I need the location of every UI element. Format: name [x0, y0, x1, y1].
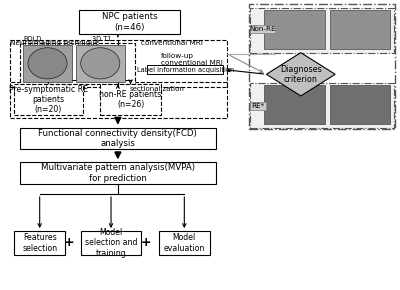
FancyBboxPatch shape — [20, 128, 216, 149]
FancyBboxPatch shape — [23, 45, 72, 82]
FancyBboxPatch shape — [14, 231, 65, 255]
FancyBboxPatch shape — [264, 85, 325, 124]
Text: Diagnoses
criterion: Diagnoses criterion — [280, 65, 322, 84]
Text: No: No — [304, 77, 314, 86]
Polygon shape — [266, 53, 335, 96]
FancyBboxPatch shape — [264, 10, 325, 49]
Ellipse shape — [28, 48, 67, 79]
Text: Features
selection: Features selection — [22, 233, 57, 253]
Text: Non-RE: Non-RE — [250, 25, 276, 31]
FancyBboxPatch shape — [250, 102, 266, 110]
FancyBboxPatch shape — [147, 65, 224, 74]
Text: Model
evaluation: Model evaluation — [164, 233, 205, 253]
Text: NPC patients
(n=46): NPC patients (n=46) — [102, 12, 158, 32]
Text: Label information acquisition: Label information acquisition — [137, 66, 234, 72]
FancyBboxPatch shape — [79, 10, 180, 34]
FancyBboxPatch shape — [76, 45, 125, 82]
Text: 3D T1: 3D T1 — [92, 36, 112, 42]
FancyBboxPatch shape — [250, 83, 394, 128]
Text: Yes: Yes — [304, 92, 316, 101]
Text: Multivariate pattern analysis(MVPA)
for prediction: Multivariate pattern analysis(MVPA) for … — [41, 164, 195, 183]
Text: +: + — [63, 236, 74, 249]
Text: sectionalization: sectionalization — [130, 86, 184, 92]
FancyBboxPatch shape — [14, 84, 83, 115]
Text: Model
selection and
training: Model selection and training — [85, 228, 137, 258]
FancyBboxPatch shape — [330, 85, 390, 124]
Ellipse shape — [81, 48, 120, 79]
FancyBboxPatch shape — [330, 10, 390, 49]
Text: Neuroimaging technique: Neuroimaging technique — [10, 40, 100, 46]
FancyBboxPatch shape — [159, 231, 210, 255]
Text: Pre-symptomatic RE
patients
(n=20): Pre-symptomatic RE patients (n=20) — [9, 85, 88, 115]
FancyBboxPatch shape — [100, 84, 161, 115]
FancyBboxPatch shape — [20, 162, 216, 184]
Text: conventional MRI: conventional MRI — [141, 40, 203, 46]
Text: Functional connectivity density(FCD)
analysis: Functional connectivity density(FCD) ana… — [38, 129, 197, 148]
FancyBboxPatch shape — [81, 231, 141, 255]
FancyBboxPatch shape — [20, 43, 136, 84]
Text: BOLD: BOLD — [23, 36, 42, 42]
Text: RE*: RE* — [250, 102, 263, 108]
FancyBboxPatch shape — [250, 8, 394, 53]
Text: +: + — [141, 236, 152, 249]
Text: RE*: RE* — [252, 103, 265, 109]
FancyBboxPatch shape — [250, 25, 275, 33]
Text: non-RE patients
(n=26): non-RE patients (n=26) — [100, 90, 162, 109]
Text: follow-up: follow-up — [161, 53, 194, 59]
Text: Non-RE: Non-RE — [249, 26, 276, 32]
Text: conventional MRI: conventional MRI — [161, 60, 223, 66]
